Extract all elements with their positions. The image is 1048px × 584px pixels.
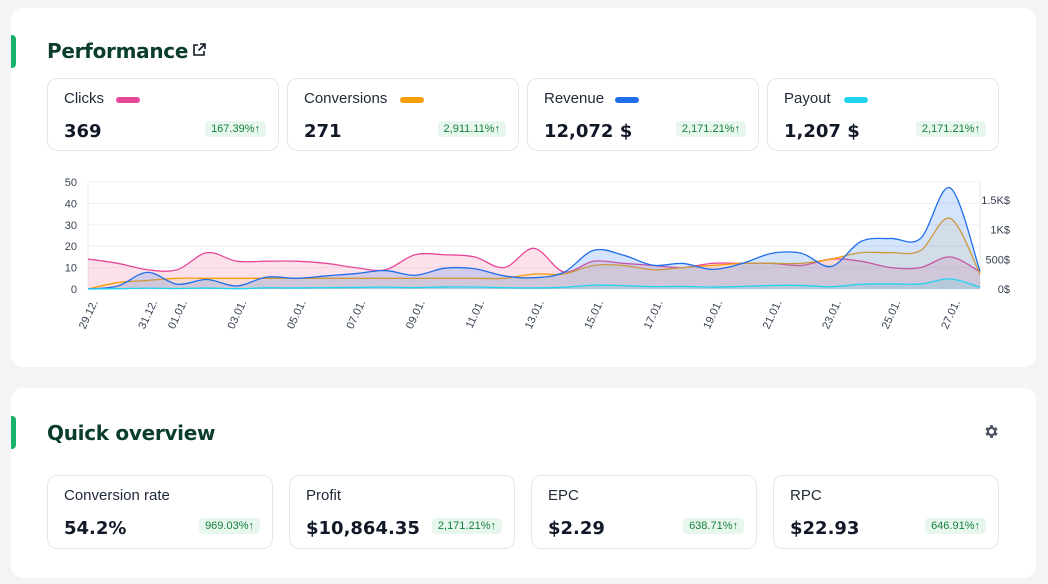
x-tick-label: 11.01. [464,298,487,330]
x-tick-label: 09.01. [404,298,428,331]
metric-label: Clicks [64,90,104,107]
x-tick-label: 13.01. [523,298,547,331]
x-tick-label: 29.12. [77,298,101,331]
x-tick-label: 19.01. [701,298,725,331]
external-link-icon[interactable] [191,42,207,58]
payout-line [87,278,981,290]
y2-tick-label: 1.5K$ [981,195,1010,207]
metric-label: Profit [306,487,342,504]
revenue-metric-card[interactable]: Revenue 12,072 $ 2,171.21%↑ [527,78,759,151]
x-tick-label: 15.01. [582,298,606,331]
metric-label: Revenue [544,90,605,107]
y-tick-label: 30 [65,220,77,232]
x-tick-label: 27.01. [939,298,963,331]
metric-value: 1,207 $ [784,121,860,142]
quick-overview-title: Quick overview [47,421,216,445]
conversions-line [87,217,981,290]
revenue-line [87,187,981,290]
metric-label: Payout [784,90,831,107]
x-tick-label: 21.01. [761,298,785,331]
metric-value: $10,864.35 [306,518,420,539]
metric-value: 271 [304,121,342,142]
revenue-area [88,187,980,289]
y-tick-label: 50 [65,177,77,189]
change-badge: 2,171.21%↑ [915,121,986,137]
y-tick-label: 40 [65,198,77,210]
performance-title: Performance [47,39,189,63]
payout-legend-swatch [844,97,868,103]
conversions-legend-swatch [400,97,424,103]
metric-value: 369 [64,121,102,142]
metric-label: EPC [548,487,579,504]
y-tick-label: 10 [65,263,77,275]
y2-tick-label: 1K$ [990,225,1010,237]
x-tick-label: 03.01. [226,298,250,331]
y2-tick-label: 0$ [998,284,1010,296]
metric-label: RPC [790,487,822,504]
change-badge: 2,171.21%↑ [675,121,746,137]
metric-value: 54.2% [64,518,127,539]
x-tick-label: 05.01. [285,298,309,331]
change-badge: 2,911.11%↑ [437,121,506,137]
change-badge: 167.39%↑ [205,121,266,137]
conversions-metric-card[interactable]: Conversions 271 2,911.11%↑ [287,78,519,151]
x-tick-label: 23.01. [820,298,844,331]
conversion-rate-card[interactable]: Conversion rate 54.2% 969.03%↑ [47,475,273,549]
section-accent-bar [11,416,16,449]
performance-card: Performance Clicks 369 167.39%↑ Conversi… [11,8,1036,367]
profit-card[interactable]: Profit $10,864.35 2,171.21%↑ [289,475,515,549]
clicks-metric-card[interactable]: Clicks 369 167.39%↑ [47,78,279,151]
epc-card[interactable]: EPC $2.29 638.71%↑ [531,475,757,549]
x-tick-label: 07.01. [345,298,369,331]
change-badge: 969.03%↑ [199,518,260,534]
y-tick-label: 0 [71,284,77,296]
x-tick-label: 01.01. [166,298,190,331]
x-tick-label: 31.12. [136,298,160,331]
quick-overview-card: Quick overview Conversion rate 54.2% 969… [11,388,1036,578]
metric-value: 12,072 $ [544,121,633,142]
x-tick-label: 25.01. [880,298,904,331]
rpc-card[interactable]: RPC $22.93 646.91%↑ [773,475,999,549]
gear-icon[interactable] [983,423,1000,440]
payout-metric-card[interactable]: Payout 1,207 $ 2,171.21%↑ [767,78,999,151]
x-tick-label: 17.01. [642,298,666,331]
change-badge: 2,171.21%↑ [431,518,502,534]
y-tick-label: 20 [65,241,77,253]
clicks-legend-swatch [116,97,140,103]
metric-label: Conversions [304,90,388,107]
change-badge: 638.71%↑ [683,518,744,534]
metric-value: $22.93 [790,518,860,539]
y2-tick-label: 500$ [986,254,1010,266]
conversions-area [88,218,980,289]
metric-value: $2.29 [548,518,605,539]
revenue-legend-swatch [615,97,639,103]
section-accent-bar [11,35,16,68]
metric-label: Conversion rate [64,487,170,504]
change-badge: 646.91%↑ [925,518,986,534]
